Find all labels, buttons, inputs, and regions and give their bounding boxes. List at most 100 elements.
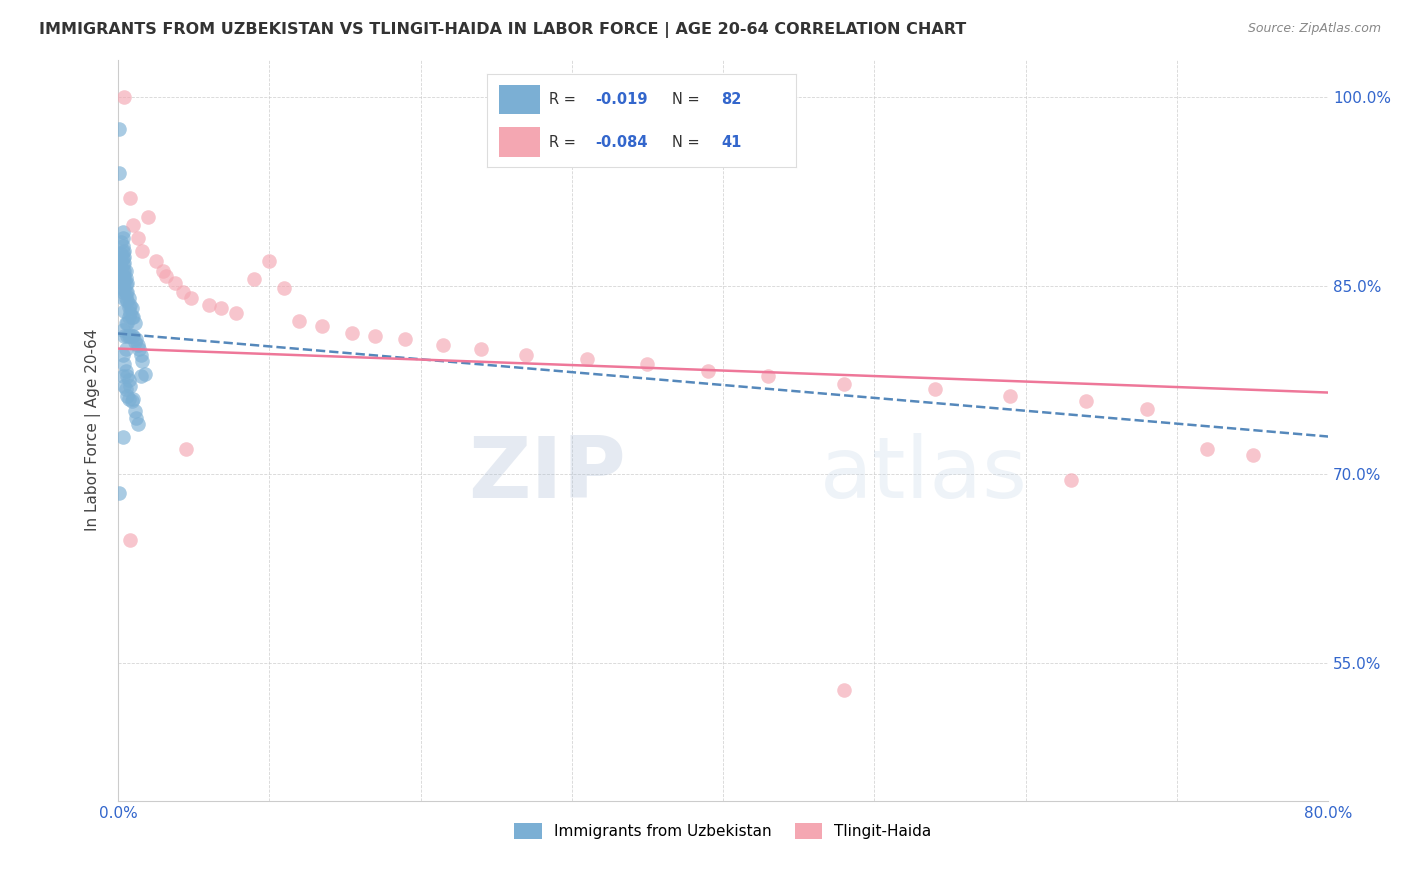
- Point: [131, 244, 153, 258]
- Point: [127, 417, 149, 431]
- Point: [155, 268, 177, 283]
- Point: [152, 263, 174, 277]
- Point: [136, 210, 159, 224]
- Point: [112, 269, 135, 284]
- Point: [129, 369, 152, 384]
- Point: [120, 329, 142, 343]
- Point: [120, 306, 142, 320]
- Point: [110, 253, 132, 268]
- Point: [115, 285, 138, 299]
- Point: [115, 277, 138, 291]
- Point: [257, 253, 280, 268]
- Point: [111, 231, 134, 245]
- Point: [394, 332, 416, 346]
- Point: [108, 166, 131, 180]
- Point: [180, 291, 202, 305]
- Point: [111, 244, 134, 259]
- Point: [273, 281, 295, 295]
- Point: [115, 293, 138, 308]
- Point: [117, 310, 139, 325]
- Point: [124, 335, 146, 350]
- Point: [1060, 474, 1083, 488]
- Point: [110, 272, 132, 286]
- Point: [114, 285, 136, 299]
- Point: [112, 256, 135, 270]
- Point: [111, 238, 134, 252]
- Point: [209, 301, 232, 316]
- Point: [114, 317, 136, 331]
- Point: [111, 251, 134, 265]
- Point: [111, 277, 134, 291]
- Point: [115, 389, 138, 403]
- Point: [110, 268, 132, 283]
- Point: [111, 269, 134, 284]
- Point: [122, 310, 145, 325]
- Point: [832, 683, 855, 698]
- Point: [111, 429, 134, 443]
- Point: [111, 291, 134, 305]
- Text: atlas: atlas: [820, 434, 1028, 516]
- Point: [174, 442, 197, 456]
- Point: [111, 257, 134, 271]
- Text: IMMIGRANTS FROM UZBEKISTAN VS TLINGIT-HAIDA IN LABOR FORCE | AGE 20-64 CORRELATI: IMMIGRANTS FROM UZBEKISTAN VS TLINGIT-HA…: [39, 22, 966, 38]
- Point: [122, 329, 145, 343]
- Point: [112, 357, 135, 371]
- Point: [114, 277, 136, 292]
- Point: [117, 373, 139, 387]
- Point: [128, 342, 150, 356]
- Point: [111, 348, 134, 362]
- Point: [127, 338, 149, 352]
- Point: [115, 329, 138, 343]
- Point: [288, 314, 311, 328]
- Point: [1074, 394, 1097, 409]
- Point: [1136, 401, 1159, 416]
- Point: [111, 225, 134, 239]
- Point: [1241, 449, 1264, 463]
- Point: [758, 369, 780, 384]
- Point: [311, 318, 333, 333]
- Point: [342, 326, 364, 341]
- Point: [117, 392, 139, 406]
- Point: [120, 379, 142, 393]
- Point: [112, 244, 135, 258]
- Point: [515, 348, 537, 362]
- Point: [114, 263, 136, 277]
- Text: Source: ZipAtlas.com: Source: ZipAtlas.com: [1247, 22, 1381, 36]
- Point: [243, 272, 266, 286]
- Point: [108, 486, 131, 500]
- Point: [115, 317, 138, 331]
- Point: [121, 329, 143, 343]
- Point: [112, 277, 135, 291]
- Point: [364, 329, 387, 343]
- Point: [197, 297, 219, 311]
- Point: [575, 351, 598, 366]
- Point: [1000, 389, 1022, 403]
- Point: [112, 329, 135, 343]
- Point: [125, 332, 148, 346]
- Point: [111, 281, 134, 295]
- Point: [924, 382, 946, 396]
- Point: [120, 191, 142, 205]
- Point: [114, 291, 136, 305]
- Point: [111, 369, 134, 384]
- Point: [122, 392, 145, 406]
- Point: [127, 231, 149, 245]
- Point: [112, 283, 135, 297]
- Point: [129, 348, 152, 362]
- Point: [117, 329, 139, 343]
- Point: [111, 285, 134, 299]
- Point: [120, 533, 142, 547]
- Point: [110, 247, 132, 261]
- Point: [121, 301, 143, 316]
- Point: [636, 357, 658, 371]
- Point: [124, 317, 146, 331]
- Point: [114, 364, 136, 378]
- Point: [121, 310, 143, 325]
- Point: [832, 376, 855, 391]
- Point: [125, 410, 148, 425]
- Point: [432, 338, 454, 352]
- Point: [122, 219, 145, 233]
- Text: ZIP: ZIP: [468, 434, 626, 516]
- Point: [145, 253, 167, 268]
- Point: [117, 291, 139, 305]
